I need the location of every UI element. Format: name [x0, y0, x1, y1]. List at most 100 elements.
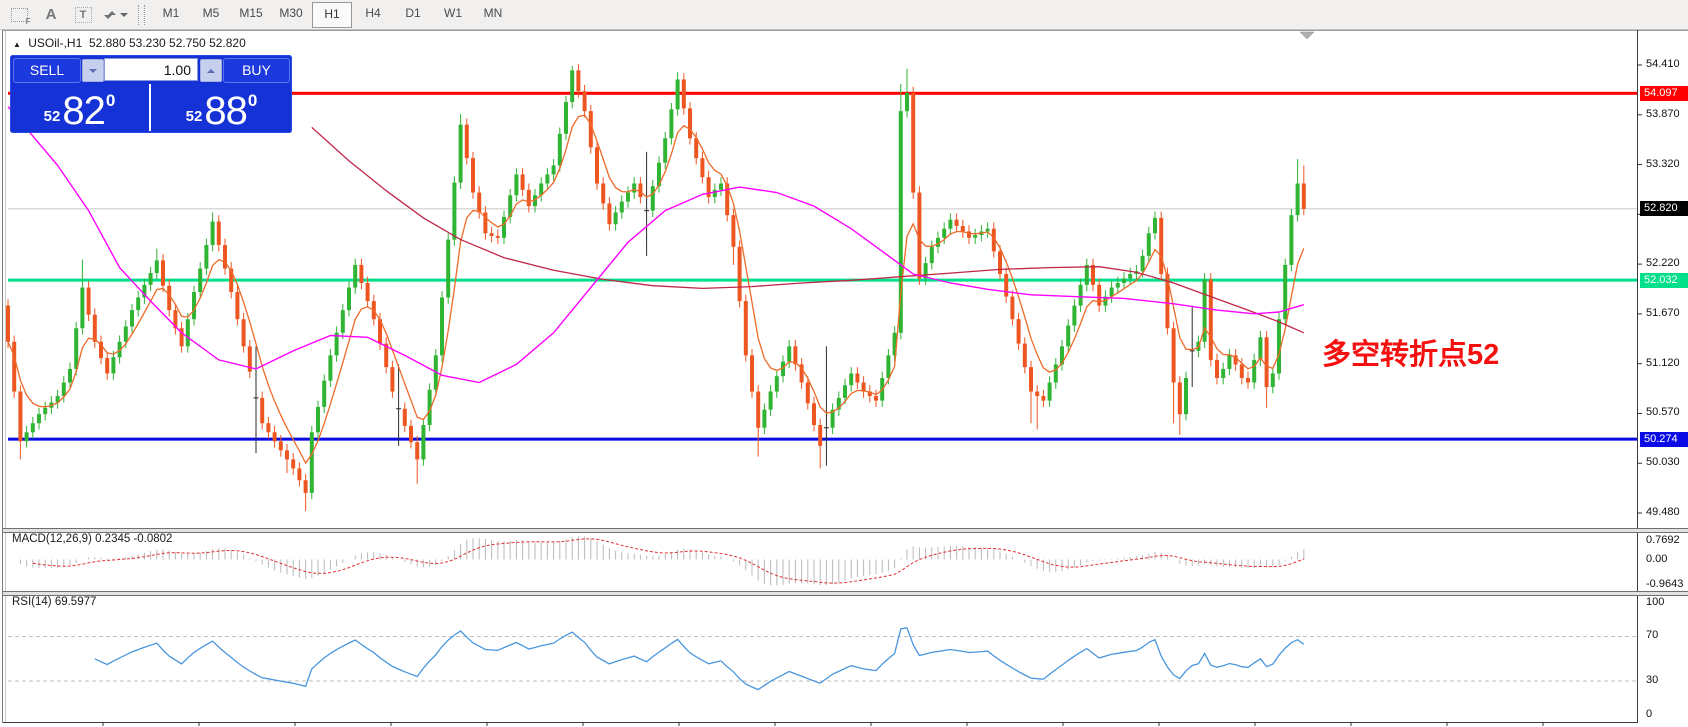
timeframe-button-d1[interactable]: D1 [405, 5, 421, 20]
candlestick [216, 221, 221, 246]
candlestick [1035, 391, 1040, 397]
candlestick [37, 414, 41, 424]
candlestick [657, 162, 661, 187]
volume-decrease-button[interactable] [82, 59, 104, 82]
candlestick [905, 93, 909, 112]
candlestick [12, 341, 17, 392]
collapse-panel-icon[interactable]: ▲ [13, 40, 21, 49]
candlestick [731, 215, 736, 247]
candlestick [471, 158, 475, 193]
line-studies-icon[interactable] [102, 4, 128, 26]
candlestick [539, 183, 544, 196]
candlestick [477, 192, 482, 213]
resistance-line[interactable] [8, 91, 1637, 95]
candlestick [1091, 264, 1095, 285]
buy-button[interactable]: BUY [223, 58, 290, 83]
candlestick [80, 287, 85, 329]
candlestick [706, 177, 711, 198]
candlestick [1140, 255, 1145, 272]
indicator-template-icon[interactable]: F [6, 4, 32, 26]
candlestick [378, 319, 382, 344]
candlestick [1128, 273, 1133, 279]
buy-price[interactable]: 52 88 0 [151, 84, 292, 131]
candlestick [1016, 319, 1021, 344]
candlestick [576, 70, 581, 92]
candlestick [74, 328, 79, 369]
candlestick [520, 174, 525, 190]
timeframe-button-h4[interactable]: H4 [365, 5, 381, 20]
pivot-line-price-badge: 52.032 [1640, 272, 1688, 288]
shift-marker-icon[interactable] [1299, 31, 1315, 40]
candlestick [210, 221, 215, 246]
candlestick [1184, 377, 1188, 415]
candlestick [365, 283, 370, 302]
timeframe-button-m5[interactable]: M5 [202, 5, 220, 20]
candlestick [948, 219, 953, 229]
main-chart-canvas[interactable]: 多空转折点52 [0, 30, 1688, 726]
candlestick [179, 328, 184, 347]
sell-price-prefix: 52 [43, 108, 61, 125]
pivot-line[interactable] [8, 278, 1637, 282]
candlestick [768, 391, 773, 410]
candlestick [681, 79, 686, 109]
timeframe-button-mn[interactable]: MN [483, 5, 503, 20]
timeframe-button-m1[interactable]: M1 [162, 5, 180, 20]
price-axis-border [1637, 30, 1638, 723]
candlestick [1010, 296, 1015, 320]
candlestick [818, 425, 823, 446]
macd-tick-label: -0.9643 [1646, 578, 1684, 590]
candlestick [1301, 183, 1306, 209]
sell-price[interactable]: 52 82 0 [10, 84, 151, 131]
macd-signal-line [32, 538, 1304, 584]
candlestick [272, 432, 277, 442]
candlestick [830, 409, 835, 428]
timeframe-button-m30[interactable]: M30 [279, 5, 303, 20]
candlestick [898, 111, 903, 333]
rsi-panel-separator[interactable] [3, 591, 1688, 596]
macd-panel-separator[interactable] [3, 528, 1688, 533]
candlestick [291, 459, 296, 469]
volume-increase-button[interactable] [200, 59, 222, 82]
candlestick [130, 310, 134, 327]
candlestick [427, 389, 432, 426]
arrow-up-icon [207, 65, 215, 73]
text-a-icon[interactable]: A [45, 6, 57, 23]
candlestick [167, 285, 172, 311]
toolbar-grip[interactable] [138, 4, 145, 25]
candlestick [309, 432, 314, 493]
price-tick-label: 51.120 [1646, 356, 1680, 369]
volume-input[interactable]: 1.00 [104, 58, 198, 81]
support-line[interactable] [8, 437, 1637, 441]
candlestick [55, 396, 60, 403]
price-tick-label: 53.870 [1646, 107, 1680, 120]
candlestick [154, 260, 159, 274]
candlestick [650, 186, 655, 211]
chart-title: ▲ USOil-,H1 52.880 53.230 52.750 52.820 [13, 36, 246, 50]
candlestick [24, 432, 29, 442]
candlestick [1208, 279, 1213, 360]
current-price-line[interactable] [8, 208, 1637, 210]
candlestick [570, 70, 575, 103]
timeframe-button-w1[interactable]: W1 [444, 5, 462, 20]
rsi-label: RSI(14) 69.5977 [12, 596, 97, 608]
candlestick [136, 297, 141, 311]
candlestick [564, 102, 568, 134]
candlestick [446, 239, 451, 298]
timeframe-button-m15[interactable]: M15 [239, 5, 263, 20]
candlestick [1202, 279, 1207, 342]
ma-medium-magenta [7, 106, 1304, 384]
candlestick [495, 235, 500, 238]
candlestick [229, 268, 234, 293]
candlestick [911, 93, 916, 193]
candlestick [1295, 183, 1300, 216]
candlestick [1159, 217, 1164, 274]
candlestick [526, 189, 531, 207]
price-tick-label: 53.320 [1646, 157, 1680, 170]
timeframe-button-h1[interactable]: H1 [312, 1, 352, 28]
candlestick [340, 310, 345, 333]
time-axis-strip[interactable] [3, 722, 1637, 727]
sell-button[interactable]: SELL [13, 58, 81, 83]
candlestick [1047, 382, 1052, 401]
price-tick-label: 51.670 [1646, 306, 1680, 319]
text-label-icon[interactable]: T [70, 4, 96, 26]
